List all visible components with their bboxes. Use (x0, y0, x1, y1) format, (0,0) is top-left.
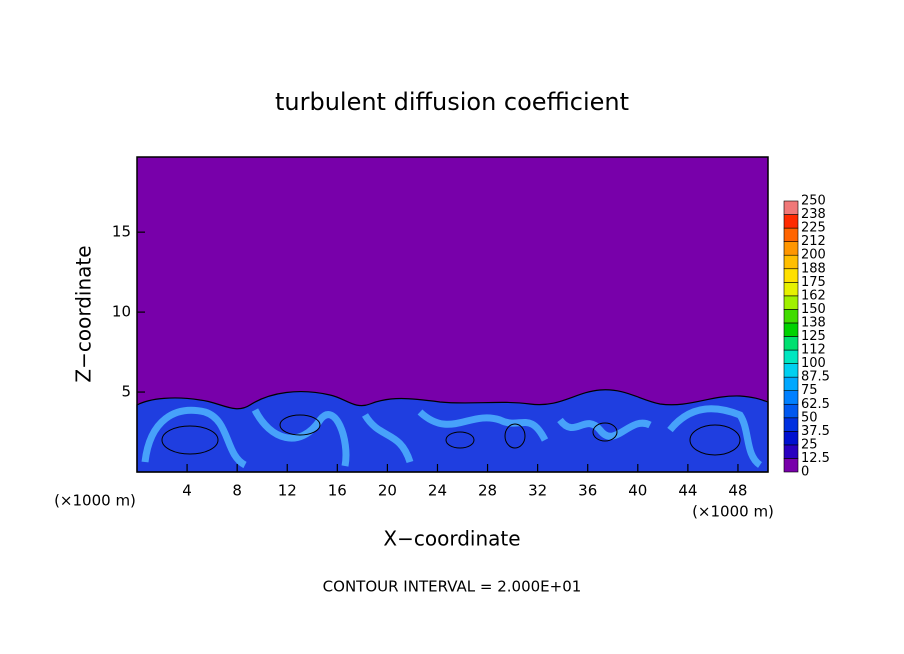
colorbar-band (783, 349, 799, 364)
x-tick-label: 44 (678, 482, 697, 500)
y-tick-label: 15 (112, 223, 131, 241)
x-tick-label: 28 (478, 482, 497, 500)
colorbar-band (783, 390, 799, 405)
colorbar-band (783, 376, 799, 391)
colorbar-label: 75 (801, 383, 818, 398)
y-axis-title: Z−coordinate (72, 245, 96, 382)
colorbar-band (783, 254, 799, 270)
colorbar-band (783, 458, 799, 473)
colorbar-band (783, 214, 799, 229)
colorbar-band (783, 268, 799, 283)
colorbar-label: 212 (801, 234, 826, 249)
colorbar-band (783, 227, 799, 242)
colorbar-label: 37.5 (801, 424, 830, 439)
colorbar-label: 87.5 (801, 370, 830, 385)
turbulent-layer (136, 389, 769, 473)
x-tick-label: 8 (232, 482, 242, 500)
x-unit-label: (×1000 m) (692, 503, 774, 521)
colorbar-band (783, 200, 799, 215)
colorbar-band (783, 431, 799, 446)
colorbar-label: 0 (801, 465, 809, 480)
x-tick-label: 48 (728, 482, 747, 500)
contour-lines (161, 414, 741, 456)
colorbar-label: 188 (801, 261, 826, 276)
plot-frame (136, 156, 769, 473)
colorbar-band (783, 363, 799, 378)
colorbar-label: 150 (801, 302, 826, 317)
x-tick-label: 16 (328, 482, 347, 500)
colorbar-label: 175 (801, 275, 826, 290)
colorbar-label: 138 (801, 315, 826, 330)
x-axis-title: X−coordinate (383, 527, 520, 551)
colorbar-band (783, 336, 799, 351)
colorbar-band (783, 322, 799, 337)
colorbar-label: 225 (801, 221, 826, 236)
colorbar-label: 50 (801, 410, 818, 425)
colorbar-band (783, 444, 799, 459)
x-tick-label: 32 (528, 482, 547, 500)
field-detail (141, 405, 763, 469)
colorbar-band (783, 403, 799, 419)
y-tick-label: 5 (121, 383, 131, 401)
colorbar-band (783, 309, 799, 324)
colorbar-label: 162 (801, 288, 826, 303)
x-tick-label: 4 (182, 482, 192, 500)
x-tick-label: 12 (278, 482, 297, 500)
x-tick-label: 36 (578, 482, 597, 500)
colorbar-label: 125 (801, 329, 826, 344)
colorbar-band (783, 295, 799, 310)
colorbar-label: 25 (801, 437, 818, 452)
x-tick-label: 20 (378, 482, 397, 500)
colorbar-label: 200 (801, 248, 826, 263)
colorbar-label: 62.5 (801, 397, 830, 412)
x-tick-label: 40 (628, 482, 647, 500)
colorbar-band (783, 281, 799, 297)
colorbar-label: 238 (801, 207, 826, 222)
y-tick-label: 10 (112, 303, 131, 321)
colorbar-label: 250 (801, 194, 826, 209)
colorbar-label: 12.5 (801, 451, 830, 466)
x-unit-label: (×1000 m) (54, 492, 136, 510)
colorbar-band (783, 241, 799, 256)
colorbar-label: 100 (801, 356, 826, 371)
chart-title: turbulent diffusion coefficient (275, 88, 629, 116)
colorbar-label: 112 (801, 343, 826, 358)
x-tick-label: 24 (428, 482, 447, 500)
footer-note: CONTOUR INTERVAL = 2.000E+01 (323, 578, 582, 596)
colorbar-band (783, 417, 799, 432)
